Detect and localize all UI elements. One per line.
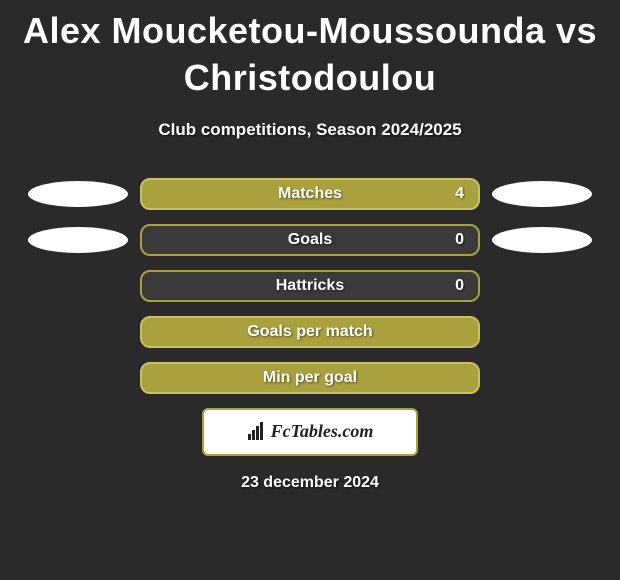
right-slot [490, 319, 600, 345]
right-slot [490, 181, 600, 207]
left-ellipse [28, 227, 128, 253]
right-slot [490, 365, 600, 391]
right-ellipse [492, 227, 592, 253]
stat-value: 4 [455, 185, 464, 203]
stat-row: Min per goal [0, 362, 620, 394]
left-slot [20, 365, 130, 391]
stat-label: Goals [288, 231, 332, 249]
left-slot [20, 319, 130, 345]
stat-bar: Goals per match [140, 316, 480, 348]
right-slot [490, 227, 600, 253]
page-title: Alex Moucketou-Moussounda vs Christodoul… [0, 0, 620, 102]
stat-bar: Hattricks 0 [140, 270, 480, 302]
stat-value: 0 [455, 277, 464, 295]
stat-rows: Matches 4 Goals 0 Hattricks 0 Goals per match M… [0, 178, 620, 394]
stat-row: Goals per match [0, 316, 620, 348]
left-slot [20, 227, 130, 253]
stat-bar: Goals 0 [140, 224, 480, 256]
right-slot [490, 273, 600, 299]
stat-label: Matches [278, 185, 342, 203]
logo-box: FcTables.com [202, 408, 418, 456]
right-ellipse [492, 181, 592, 207]
date-text: 23 december 2024 [0, 474, 620, 492]
stat-label: Min per goal [263, 369, 357, 387]
stat-label: Hattricks [276, 277, 344, 295]
left-ellipse [28, 181, 128, 207]
left-slot [20, 181, 130, 207]
stat-label: Goals per match [247, 323, 372, 341]
left-slot [20, 273, 130, 299]
stat-bar: Matches 4 [140, 178, 480, 210]
stat-row: Hattricks 0 [0, 270, 620, 302]
stat-row: Matches 4 [0, 178, 620, 210]
subtitle: Club competitions, Season 2024/2025 [0, 120, 620, 140]
bars-icon [247, 422, 267, 442]
stat-bar: Min per goal [140, 362, 480, 394]
stat-row: Goals 0 [0, 224, 620, 256]
stat-value: 0 [455, 231, 464, 249]
logo-text: FcTables.com [271, 421, 374, 442]
